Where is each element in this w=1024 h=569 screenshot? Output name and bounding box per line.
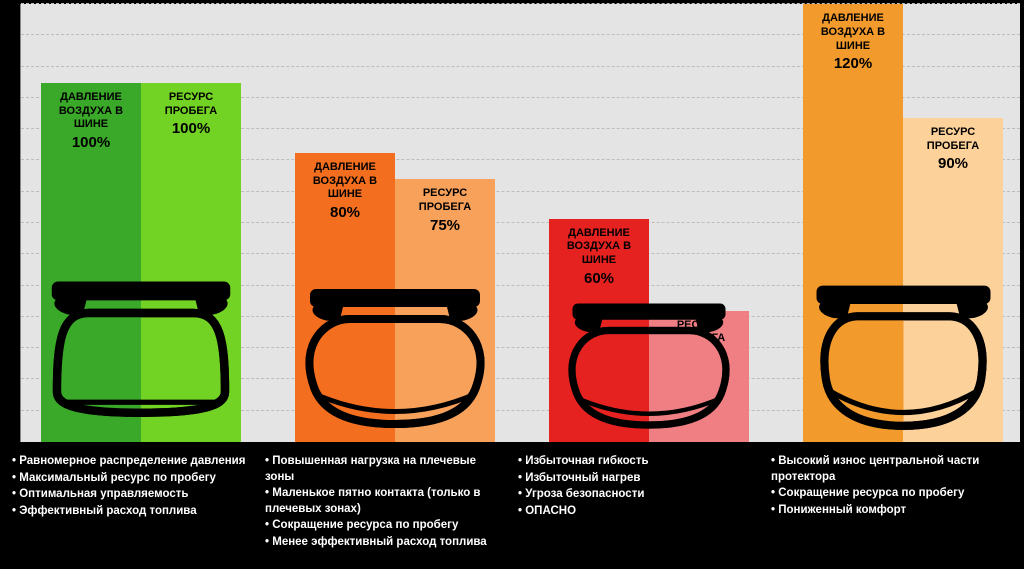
bar-value: 90% <box>909 155 997 172</box>
bar-value: 100% <box>47 134 135 151</box>
description-column: Повышенная нагрузка на плечевые зоныМале… <box>259 454 512 569</box>
description-row: Равномерное распределение давленияМаксим… <box>0 448 1024 569</box>
mileage-bar: РЕСУРС ПРОБЕГА 75% <box>395 179 495 442</box>
description-item: Менее эффективный расход топлива <box>265 535 506 551</box>
bar-label: ДАВЛЕНИЕ ВОЗДУХА В ШИНЕ <box>301 161 389 202</box>
description-item: ОПАСНО <box>518 504 759 520</box>
description-item: Избыточный нагрев <box>518 471 759 487</box>
description-item: Сокращение ресурса по пробегу <box>771 486 1012 502</box>
bar-label: РЕСУРС ПРОБЕГА <box>147 91 235 119</box>
mileage-bar: РЕСУРС ПРОБЕГА90% <box>903 118 1003 442</box>
pressure-bar: ДАВЛЕНИЕ ВОЗДУХА В ШИНЕ 60% <box>549 219 649 442</box>
description-list: Повышенная нагрузка на плечевые зоныМале… <box>265 454 506 550</box>
description-item: Угроза безопасности <box>518 487 759 503</box>
description-item: Избыточная гибкость <box>518 454 759 470</box>
description-item: Оптимальная управляемость <box>12 487 253 503</box>
bar-label: ДАВЛЕНИЕ ВОЗДУХА В ШИНЕ <box>809 12 897 53</box>
chart-column-group: ДАВЛЕНИЕ ВОЗДУХА В ШИНЕ 80% РЕСУРС ПРОБЕГА… <box>285 4 505 442</box>
mileage-bar: РЕСУРС ПРОБЕГА35% <box>649 311 749 442</box>
description-item: Маленькое пятно контакта (только в плече… <box>265 486 506 517</box>
chart-column-group: ДАВЛЕНИЕ ВОЗДУХА В ШИНЕ 60% РЕСУРС ПРОБЕГА… <box>539 4 759 442</box>
bar-label: РЕСУРС ПРОБЕГА <box>909 126 997 154</box>
pressure-bar: ДАВЛЕНИЕ ВОЗДУХА В ШИНЕ 100% <box>41 83 141 442</box>
description-column: Избыточная гибкостьИзбыточный нагревУгро… <box>512 454 765 569</box>
bar-value: 80% <box>301 204 389 221</box>
description-column: Высокий износ центральной части протекто… <box>765 454 1018 569</box>
description-item: Сокращение ресурса по пробегу <box>265 518 506 534</box>
pressure-bar: ДАВЛЕНИЕ ВОЗДУХА В ШИНЕ 80% <box>295 153 395 442</box>
description-column: Равномерное распределение давленияМаксим… <box>6 454 259 569</box>
chart-column-group: ДАВЛЕНИЕ ВОЗДУХА В ШИНЕ100%РЕСУРС ПРОБЕГ… <box>31 4 251 442</box>
description-item: Пониженный комфорт <box>771 503 1012 519</box>
bar-label: ДАВЛЕНИЕ ВОЗДУХА В ШИНЕ <box>555 227 643 268</box>
bar-label: ДАВЛЕНИЕ ВОЗДУХА В ШИНЕ <box>47 91 135 132</box>
bar-value: 75% <box>401 217 489 234</box>
description-list: Избыточная гибкостьИзбыточный нагревУгро… <box>518 454 759 519</box>
infographic-frame: ДАВЛЕНИЕ ВОЗДУХА В ШИНЕ100%РЕСУРС ПРОБЕГ… <box>0 0 1024 569</box>
description-item: Повышенная нагрузка на плечевые зоны <box>265 454 506 485</box>
description-item: Высокий износ центральной части протекто… <box>771 454 1012 485</box>
chart-area: ДАВЛЕНИЕ ВОЗДУХА В ШИНЕ100%РЕСУРС ПРОБЕГ… <box>20 4 1020 442</box>
mileage-bar: РЕСУРС ПРОБЕГА100% <box>141 83 241 442</box>
description-item: Равномерное распределение давления <box>12 454 253 470</box>
bar-value: 60% <box>555 270 643 287</box>
description-list: Равномерное распределение давленияМаксим… <box>12 454 253 519</box>
description-item: Эффективный расход топлива <box>12 504 253 520</box>
bar-value: 100% <box>147 120 235 137</box>
bar-value: 120% <box>809 55 897 72</box>
bar-label: РЕСУРС ПРОБЕГА <box>401 187 489 215</box>
description-list: Высокий износ центральной части протекто… <box>771 454 1012 518</box>
chart-column-group: ДАВЛЕНИЕ ВОЗДУХА В ШИНЕ 120% РЕСУРС ПРОБЕГ… <box>793 4 1013 442</box>
description-item: Максимальный ресурс по пробегу <box>12 471 253 487</box>
pressure-bar: ДАВЛЕНИЕ ВОЗДУХА В ШИНЕ 120% <box>803 4 903 442</box>
bar-value: 35% <box>655 348 743 365</box>
bar-label: РЕСУРС ПРОБЕГА <box>655 319 743 347</box>
